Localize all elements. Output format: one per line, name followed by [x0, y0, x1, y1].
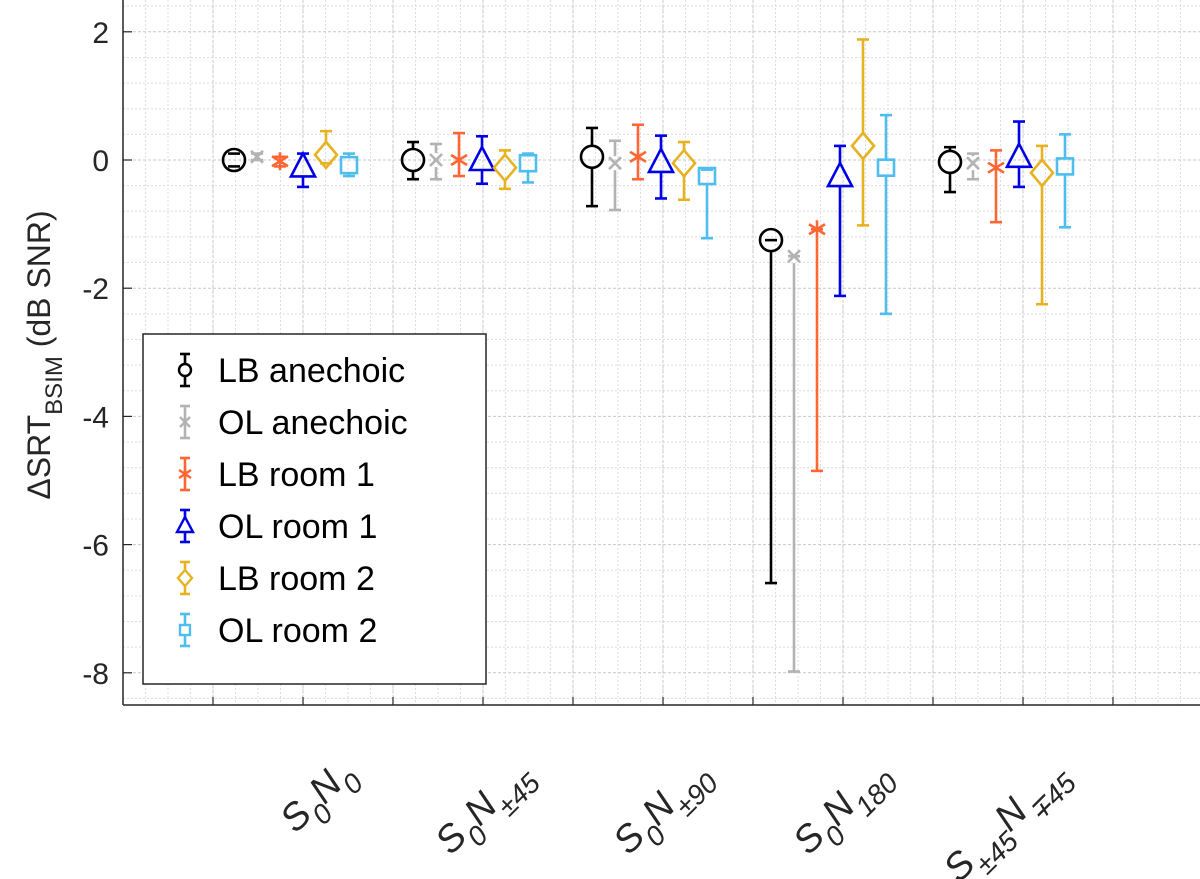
data-point [1004, 140, 1034, 169]
data-point [825, 160, 855, 188]
data-point [400, 147, 426, 173]
series-lb-room-1 [271, 123, 1005, 473]
data-point [787, 249, 801, 264]
data-point [450, 151, 468, 169]
data-point [579, 144, 605, 170]
series-ol-room-1 [288, 120, 1034, 298]
data-point [271, 152, 289, 171]
data-point [518, 153, 538, 173]
legend-item: LB room 1 [178, 456, 375, 494]
legend-label: LB anechoic [218, 352, 405, 390]
legend-item: OL anechoic [179, 404, 408, 442]
data-point [492, 152, 518, 183]
data-point [608, 156, 622, 171]
data-point [1029, 157, 1055, 188]
data-point [966, 156, 980, 171]
data-point [221, 147, 247, 173]
legend-item: LB room 2 [176, 560, 375, 598]
y-tick-label: -2 [82, 273, 109, 306]
data-point [467, 144, 497, 172]
data-point [987, 158, 1005, 177]
data-point [629, 147, 647, 166]
data-point [250, 149, 264, 164]
legend-item: LB anechoic [177, 352, 405, 390]
series-lb-anechoic [221, 126, 963, 585]
legend-item: OL room 2 [178, 612, 377, 650]
legend-marker [176, 568, 194, 588]
y-tick-label: -8 [82, 658, 109, 691]
y-tick-label: -4 [82, 401, 109, 434]
legend-item: OL room 1 [175, 508, 377, 546]
legend-marker [178, 623, 192, 637]
legend-label: OL anechoic [218, 404, 408, 442]
legend-marker [178, 467, 192, 481]
legend-label: OL room 1 [218, 508, 377, 546]
data-series [221, 38, 1075, 673]
legend-marker [179, 416, 191, 428]
data-point [697, 166, 717, 186]
legend-label: LB room 2 [218, 560, 375, 598]
data-point [339, 155, 359, 175]
legend-marker [177, 362, 193, 378]
legend-label: LB room 1 [218, 456, 375, 494]
y-axis-label: ΔSRTBSIM (dB SNR) [21, 210, 68, 499]
data-point [1055, 157, 1075, 176]
y-axis-title: ΔSRTBSIM (dB SNR) [21, 210, 68, 499]
minor-grid [122, 0, 1200, 705]
y-tick-label: -6 [82, 530, 109, 563]
data-point [671, 148, 697, 179]
data-point [646, 146, 676, 174]
data-point [429, 153, 443, 167]
series-ol-anechoic [250, 139, 980, 673]
data-point [758, 227, 784, 253]
series-ol-room-2 [339, 113, 1075, 316]
data-point [850, 130, 876, 161]
y-axis-ticks: 2 0 -2 -4 -6 -8 [82, 17, 132, 691]
legend-marker [175, 514, 195, 534]
data-point [313, 139, 339, 170]
data-point [937, 149, 963, 175]
y-tick-label: 2 [92, 17, 109, 50]
y-tick-label: 0 [92, 145, 109, 178]
series-lb-room-2 [313, 38, 1055, 306]
data-point [288, 150, 318, 178]
legend-label: OL room 2 [218, 612, 377, 650]
data-point [808, 220, 826, 239]
data-point [876, 158, 896, 177]
legend-box [142, 333, 487, 685]
legend: LB anechoic OL anechoic LB room 1 OL room 1… [142, 333, 487, 685]
